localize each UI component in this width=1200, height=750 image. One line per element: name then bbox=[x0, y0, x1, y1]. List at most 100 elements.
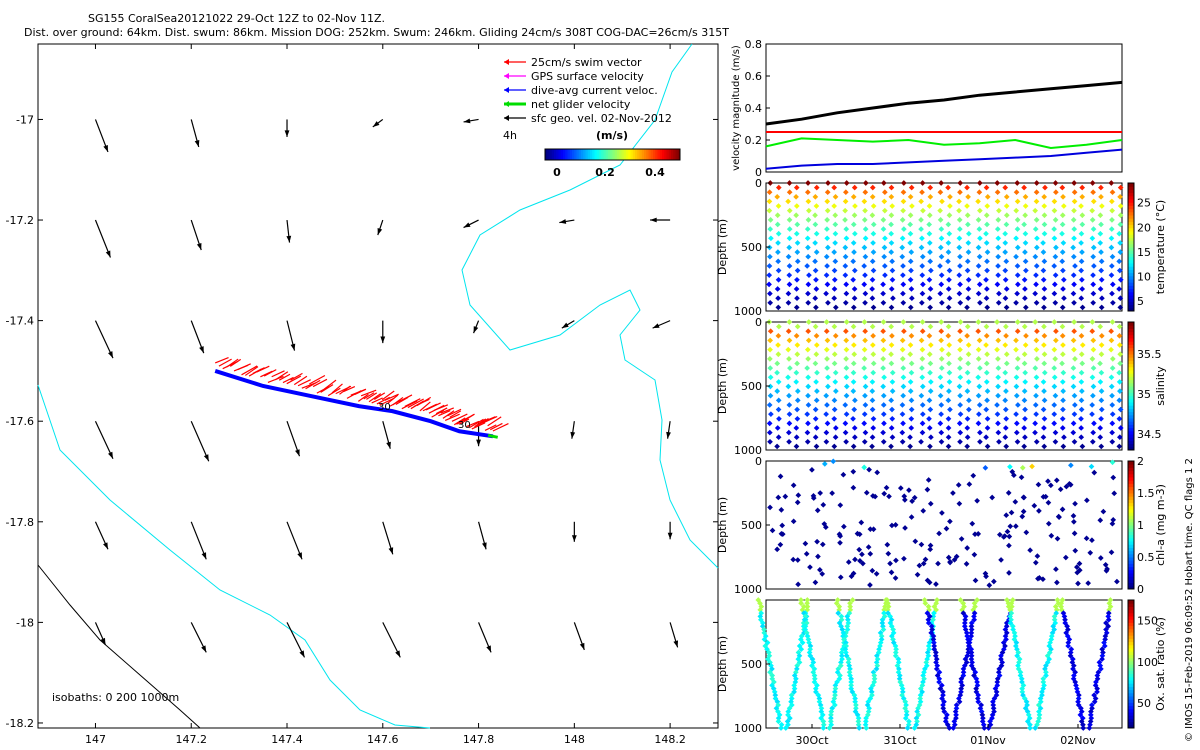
profile-point bbox=[1052, 356, 1058, 362]
profile-point bbox=[947, 193, 953, 200]
profile-point bbox=[945, 434, 952, 441]
profile-point bbox=[1043, 669, 1049, 676]
panel-colorbar-cell bbox=[1128, 195, 1134, 200]
profile-point bbox=[927, 249, 933, 255]
profile-point bbox=[931, 639, 937, 646]
colorbar-cell bbox=[677, 149, 681, 160]
profile-point bbox=[995, 217, 1002, 223]
profile-point bbox=[1014, 319, 1021, 325]
profile-point bbox=[1002, 406, 1009, 413]
profile-point bbox=[907, 276, 914, 283]
profile-point bbox=[816, 695, 823, 702]
profile-point bbox=[831, 286, 838, 292]
profile-point bbox=[767, 346, 773, 353]
profile-point bbox=[791, 682, 798, 689]
panel-colorbar-cell bbox=[1128, 224, 1134, 229]
colorbar-cell bbox=[563, 149, 566, 160]
profile-point bbox=[977, 365, 983, 371]
profile-point bbox=[896, 672, 903, 679]
profile-point bbox=[874, 469, 881, 476]
profile-point bbox=[1032, 253, 1039, 260]
profile-point bbox=[836, 603, 843, 610]
profile-point bbox=[1051, 420, 1057, 427]
panel-colorbar-tick-label: 5 bbox=[1137, 295, 1144, 308]
panel-colorbar-cell bbox=[1128, 563, 1134, 568]
profile-point bbox=[880, 290, 886, 297]
profile-point bbox=[1110, 299, 1116, 306]
profile-point bbox=[1014, 226, 1021, 232]
profile-point bbox=[958, 536, 965, 542]
profile-point bbox=[867, 582, 873, 588]
profile-point bbox=[847, 603, 854, 610]
colorbar-cell bbox=[574, 149, 577, 160]
profile-point bbox=[775, 715, 782, 721]
profile-point bbox=[919, 402, 926, 408]
profile-point bbox=[767, 504, 773, 511]
profile-point bbox=[869, 323, 876, 330]
profile-point bbox=[1059, 258, 1066, 265]
profile-point bbox=[1008, 600, 1015, 607]
profile-point bbox=[965, 221, 971, 228]
profile-point bbox=[975, 692, 982, 699]
profile-point bbox=[805, 374, 811, 381]
colorbar-cell bbox=[666, 149, 670, 160]
profile-point bbox=[778, 530, 785, 537]
profile-point bbox=[1013, 299, 1019, 306]
profile-point bbox=[881, 263, 888, 269]
profile-point bbox=[964, 212, 971, 219]
profile-point bbox=[968, 649, 975, 656]
profile-point bbox=[837, 533, 844, 539]
profile-point bbox=[922, 556, 929, 563]
profile-point bbox=[1052, 392, 1059, 399]
profile-point bbox=[798, 646, 805, 653]
profile-point bbox=[861, 420, 868, 427]
panel-colorbar-cell bbox=[1128, 427, 1134, 432]
profile-point bbox=[870, 249, 877, 255]
profile-point bbox=[1071, 438, 1078, 445]
profile-point bbox=[851, 406, 858, 413]
panel-colorbar-cell bbox=[1128, 386, 1134, 390]
profile-point bbox=[1070, 383, 1077, 390]
profile-point bbox=[851, 267, 858, 274]
swim-vector bbox=[387, 394, 399, 405]
profile-point bbox=[775, 203, 782, 209]
swim-vector bbox=[275, 371, 289, 381]
profile-point bbox=[869, 567, 876, 574]
swim-vector bbox=[444, 413, 460, 421]
profile-point bbox=[767, 180, 774, 186]
profile-point bbox=[1117, 295, 1124, 302]
profile-point bbox=[1109, 189, 1116, 196]
profile-point bbox=[1004, 528, 1011, 535]
profile-point bbox=[995, 263, 1001, 269]
glider-track bbox=[214, 356, 509, 439]
profile-point bbox=[965, 193, 971, 200]
colorbar-cell bbox=[650, 149, 654, 160]
colorbar-cell bbox=[657, 149, 661, 160]
profile-point bbox=[956, 500, 963, 507]
panel-colorbar-cell bbox=[1128, 275, 1134, 280]
profile-point bbox=[794, 342, 801, 348]
profile-point bbox=[869, 295, 876, 302]
profile-point bbox=[1042, 184, 1048, 191]
profile-point bbox=[925, 603, 932, 610]
profile-point bbox=[927, 369, 933, 376]
current-arrow-head bbox=[299, 650, 305, 658]
profile-point bbox=[975, 392, 982, 399]
panel-colorbar-cell bbox=[1128, 421, 1134, 425]
profile-point bbox=[1117, 249, 1124, 255]
profile-point bbox=[888, 193, 895, 200]
panel-colorbar-cell bbox=[1128, 334, 1134, 339]
panel-colorbar-cell bbox=[1128, 686, 1134, 691]
profile-point bbox=[1041, 443, 1048, 450]
profile-point bbox=[1051, 198, 1058, 205]
profile-point bbox=[919, 272, 926, 278]
profile-point bbox=[1071, 392, 1078, 399]
profile-point bbox=[814, 538, 820, 545]
profile-point bbox=[1109, 520, 1116, 527]
profile-point bbox=[900, 319, 907, 325]
profile-point bbox=[936, 675, 943, 682]
swim-vector bbox=[482, 415, 498, 424]
profile-point bbox=[1109, 319, 1116, 325]
profile-point bbox=[1083, 535, 1090, 542]
profile-point bbox=[975, 698, 982, 705]
